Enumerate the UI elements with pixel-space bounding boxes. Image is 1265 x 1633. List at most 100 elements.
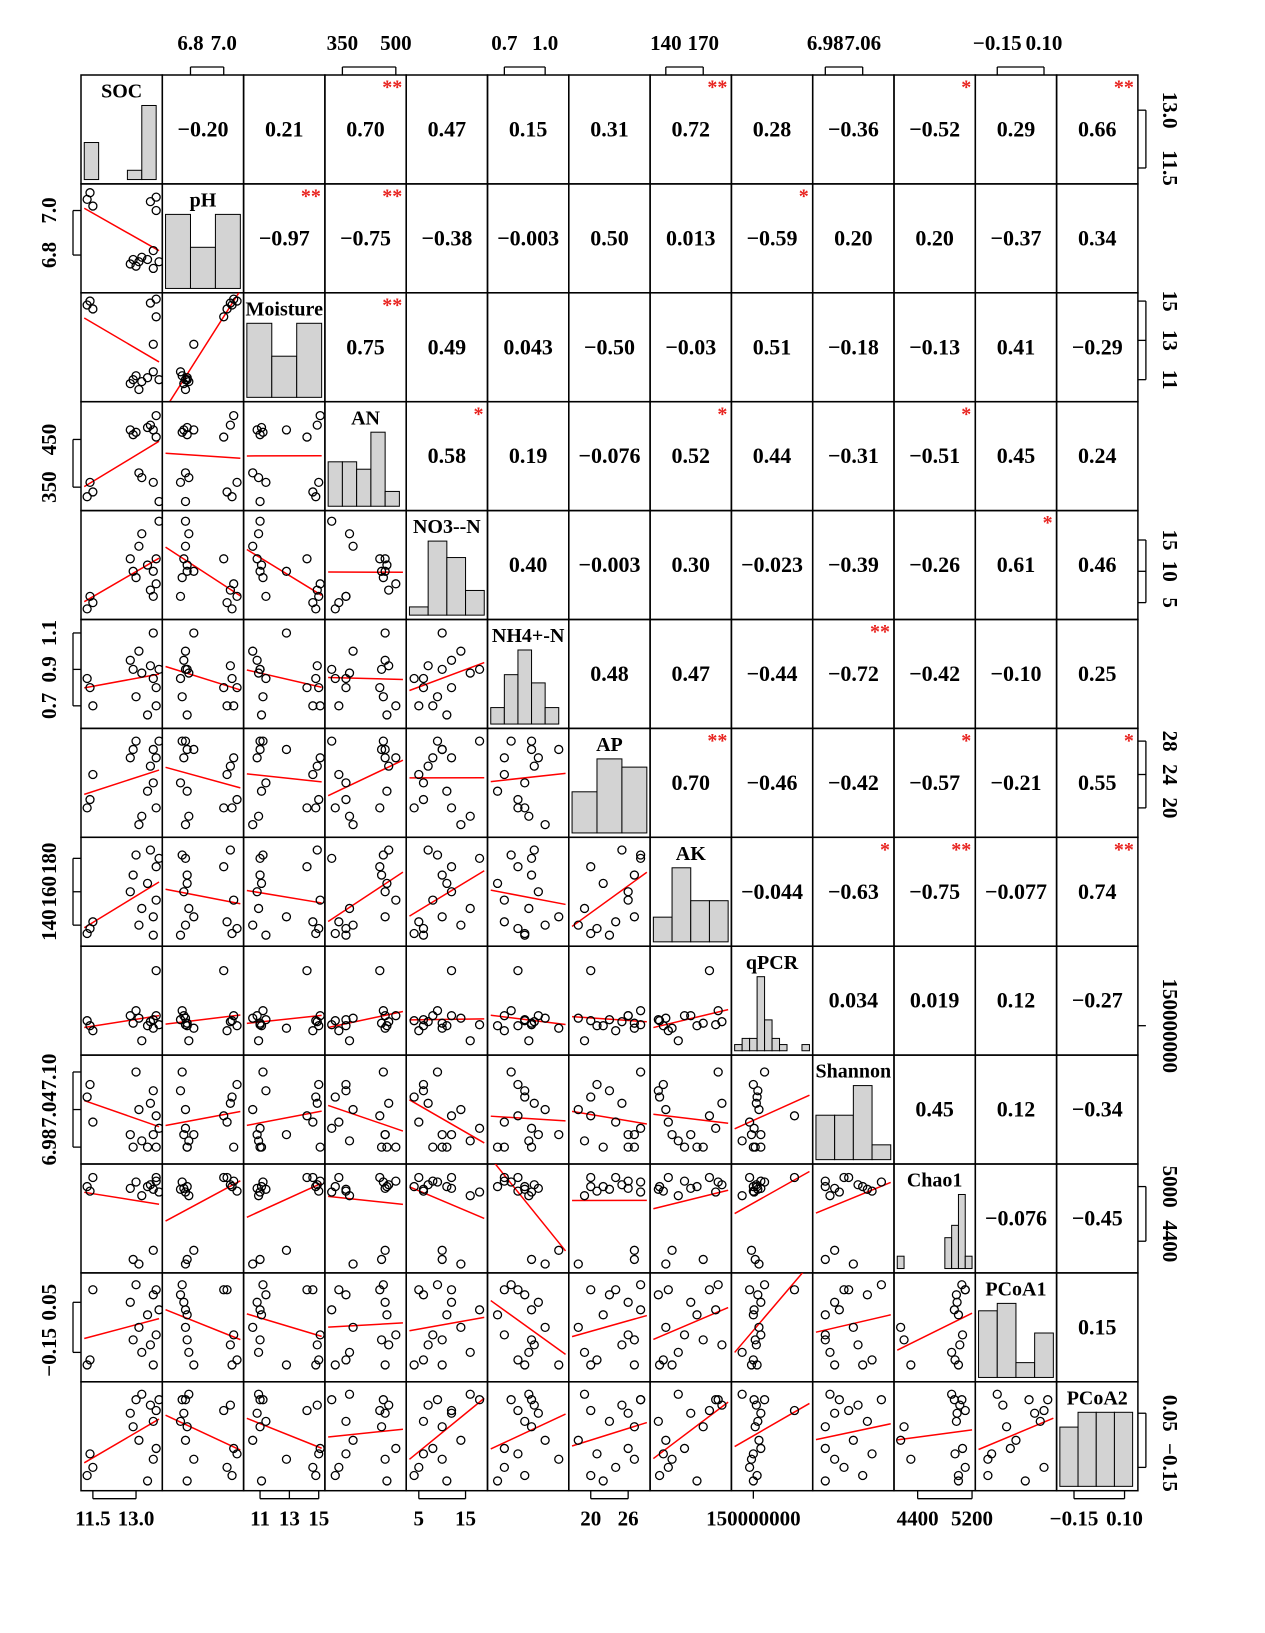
- point: [380, 1297, 390, 1307]
- point: [526, 736, 537, 746]
- histogram-bar: [944, 1237, 953, 1270]
- histogram-bar: [531, 682, 546, 725]
- panel-frame: [80, 400, 164, 512]
- point: [137, 1389, 147, 1399]
- point: [131, 572, 141, 583]
- significance-stars: *: [961, 403, 971, 425]
- point: [82, 1360, 92, 1370]
- point: [526, 1422, 537, 1432]
- point: [513, 923, 523, 934]
- point: [598, 1181, 608, 1192]
- point: [754, 1104, 764, 1115]
- point: [344, 1389, 355, 1399]
- point: [308, 1026, 318, 1036]
- point: [432, 1280, 443, 1290]
- point: [281, 1245, 292, 1255]
- point: [88, 487, 98, 497]
- point: [344, 811, 355, 821]
- point: [334, 769, 344, 780]
- point: [446, 655, 457, 665]
- point: [128, 1142, 138, 1152]
- point: [258, 572, 268, 583]
- fit-line: [165, 546, 241, 597]
- point: [586, 1092, 596, 1102]
- fit-line: [328, 676, 403, 681]
- point: [131, 850, 141, 860]
- correlation-label: −0.59: [747, 225, 798, 250]
- point: [85, 188, 95, 198]
- point: [704, 1172, 715, 1183]
- point: [189, 912, 199, 922]
- point: [540, 1013, 550, 1023]
- x-tick-label: 350: [327, 31, 359, 55]
- point: [526, 853, 537, 864]
- point: [125, 554, 135, 564]
- point: [698, 1142, 708, 1152]
- point: [219, 965, 229, 976]
- point: [219, 432, 229, 442]
- panel-frame: [80, 509, 164, 621]
- fit-line: [734, 1170, 810, 1215]
- point: [704, 965, 715, 976]
- point: [658, 1079, 668, 1090]
- point: [753, 1086, 763, 1096]
- y-tick-label: 15: [1158, 291, 1182, 312]
- point: [137, 1191, 147, 1201]
- point: [182, 878, 192, 889]
- point: [748, 1355, 759, 1365]
- panel-frame: [324, 1054, 407, 1165]
- point: [344, 1347, 355, 1358]
- point: [830, 1454, 840, 1464]
- point: [465, 1136, 475, 1146]
- point: [437, 1360, 447, 1370]
- point: [540, 1322, 550, 1332]
- point: [520, 1290, 530, 1300]
- point: [151, 294, 161, 304]
- point: [312, 1098, 322, 1108]
- correlation-label: 0.72: [672, 116, 711, 141]
- histogram-bar: [165, 213, 191, 289]
- point: [341, 1290, 351, 1300]
- point: [145, 1098, 156, 1108]
- point: [554, 1454, 564, 1464]
- point: [554, 912, 564, 922]
- point: [756, 1408, 766, 1418]
- point: [418, 778, 429, 788]
- point: [820, 1335, 830, 1345]
- panel: [571, 1389, 648, 1486]
- point: [175, 673, 186, 684]
- fit-line: [246, 548, 323, 596]
- point: [255, 1422, 265, 1432]
- fit-line: [978, 1417, 1054, 1451]
- point: [474, 1123, 485, 1133]
- point: [635, 1395, 646, 1405]
- point: [378, 850, 389, 860]
- histogram-bar: [652, 916, 673, 943]
- point: [474, 1187, 485, 1197]
- point: [520, 803, 530, 813]
- panel: [246, 628, 325, 720]
- fit-line: [896, 1312, 973, 1351]
- point: [281, 912, 292, 922]
- panel: [490, 1280, 566, 1370]
- point: [315, 410, 325, 421]
- histogram-bar: [764, 1019, 773, 1052]
- point: [960, 1285, 970, 1295]
- fit-line: [409, 1018, 485, 1021]
- point: [177, 1067, 187, 1077]
- point: [598, 878, 608, 889]
- point: [334, 1285, 344, 1295]
- point: [635, 1020, 646, 1030]
- point: [225, 761, 236, 771]
- histogram-bar: [189, 246, 216, 289]
- point: [617, 1340, 627, 1350]
- panel-frame: [80, 183, 164, 294]
- point: [281, 628, 292, 638]
- point: [698, 1018, 708, 1028]
- point: [154, 496, 163, 507]
- point: [820, 1330, 830, 1340]
- point: [253, 1036, 264, 1046]
- point: [184, 1036, 194, 1046]
- point: [432, 692, 443, 702]
- point: [85, 1355, 95, 1365]
